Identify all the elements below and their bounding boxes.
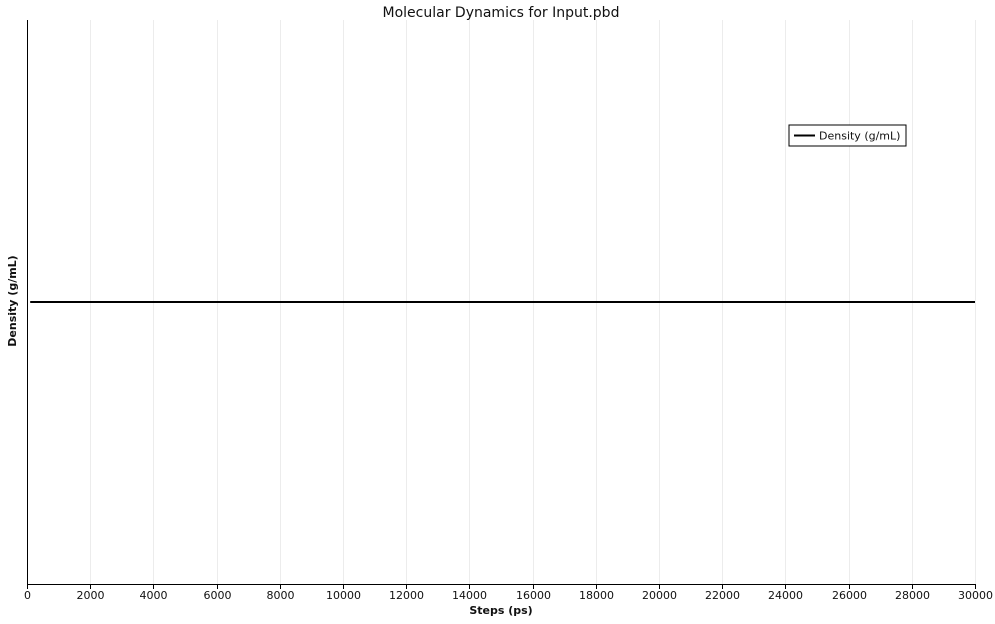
x-ticks: 0 2000 4000 6000 8000 10000 12000 14000 16000 180… bbox=[24, 584, 993, 602]
x-tick-label: 20000 bbox=[642, 589, 677, 602]
x-tick-label: 2000 bbox=[77, 589, 105, 602]
legend-entry-density: Density (g/mL) bbox=[819, 130, 900, 143]
x-tick-label: 4000 bbox=[140, 589, 168, 602]
x-tick-label: 24000 bbox=[768, 589, 803, 602]
x-tick-label: 14000 bbox=[452, 589, 487, 602]
x-tick-label: 28000 bbox=[895, 589, 930, 602]
legend: Density (g/mL) bbox=[788, 124, 907, 147]
x-axis-label: Steps (ps) bbox=[469, 604, 532, 617]
x-tick-label: 18000 bbox=[579, 589, 614, 602]
x-tick-label: 8000 bbox=[267, 589, 295, 602]
x-tick-label: 16000 bbox=[516, 589, 551, 602]
axes bbox=[27, 20, 976, 585]
x-tick-label: 0 bbox=[24, 589, 31, 602]
x-tick-label: 10000 bbox=[326, 589, 361, 602]
legend-box bbox=[788, 124, 907, 147]
x-tick-label: 12000 bbox=[389, 589, 424, 602]
y-axis-label: Density (g/mL) bbox=[6, 255, 19, 346]
x-tick-label: 26000 bbox=[832, 589, 867, 602]
x-tick-label: 22000 bbox=[705, 589, 740, 602]
chart-title: Molecular Dynamics for Input.pbd bbox=[383, 5, 620, 21]
x-tick-label: 6000 bbox=[204, 589, 232, 602]
x-tick-label: 30000 bbox=[958, 589, 993, 602]
